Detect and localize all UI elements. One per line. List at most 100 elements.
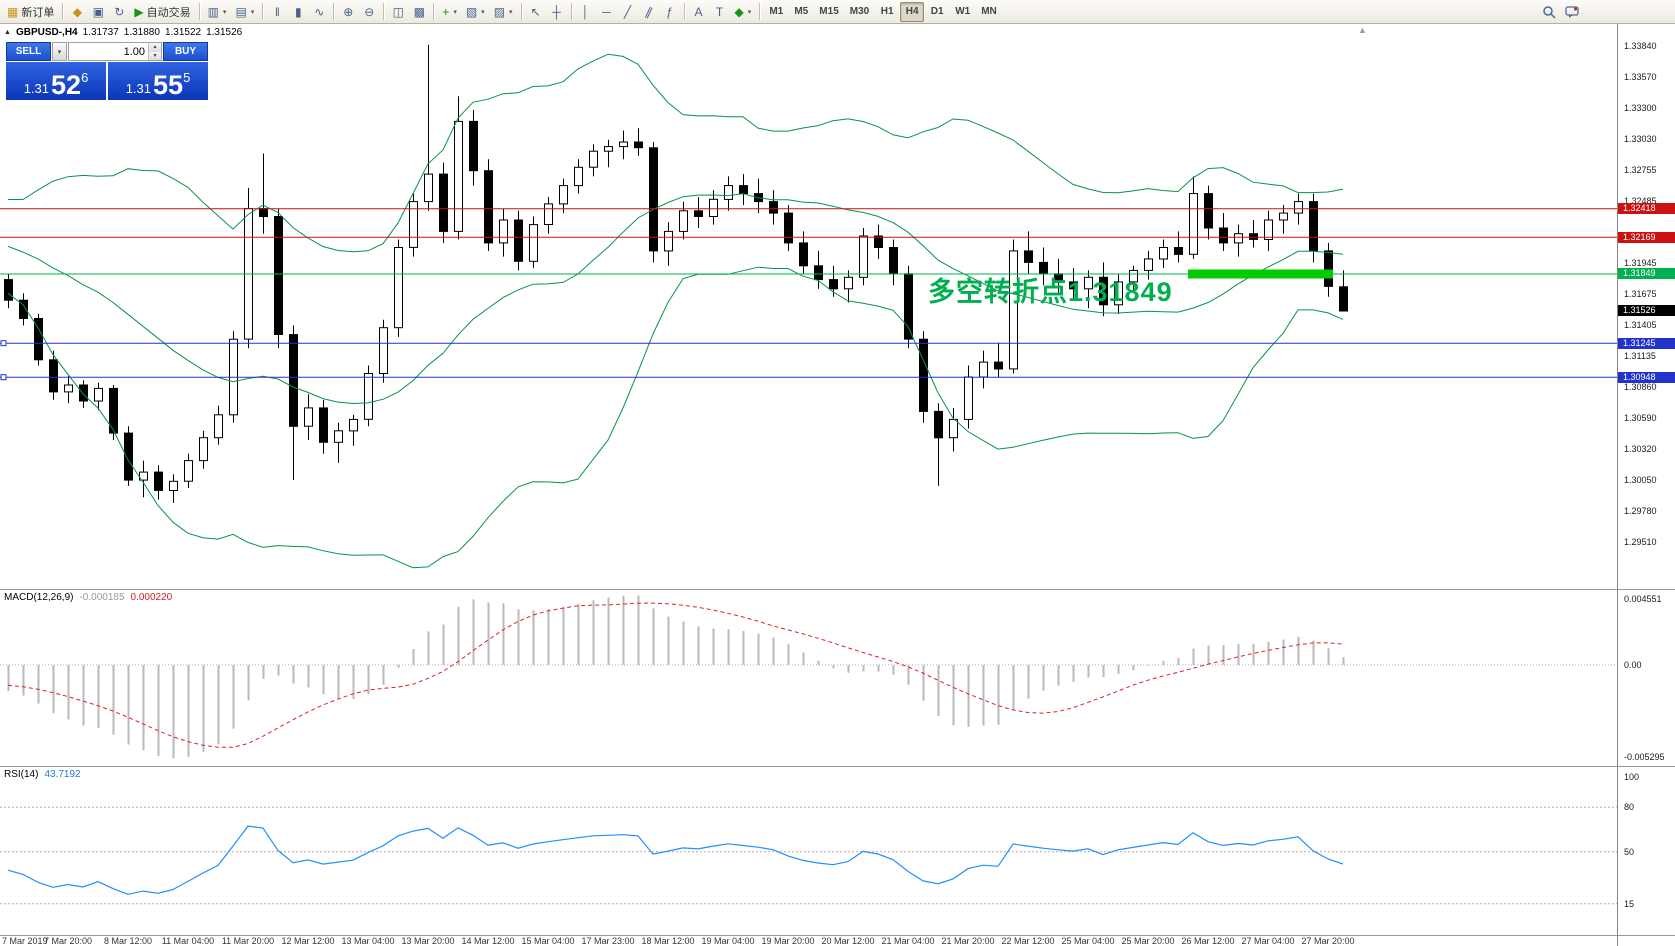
trade-options-dropdown[interactable]: ▾ — [52, 42, 67, 61]
spin-down-icon[interactable]: ▾ — [149, 51, 161, 60]
autotrading-label: 自动交易 — [146, 6, 191, 19]
macd-chart[interactable]: MACD(12,26,9) -0.000185 0.000220 — [0, 590, 1617, 766]
price-tick: 1.33570 — [1624, 71, 1657, 82]
toolbar-separator — [262, 3, 264, 20]
indicators-button[interactable]: + ▾ — [438, 2, 461, 22]
cursor-icon: ↖ — [530, 4, 541, 19]
rsi-scale-tick: 100 — [1624, 772, 1640, 783]
new-chart-button[interactable]: ▥ ▾ — [204, 2, 231, 22]
panel-splitter[interactable] — [0, 766, 1675, 767]
buy-price-base: 1.31 — [125, 81, 152, 96]
search-button[interactable] — [1538, 2, 1560, 22]
chart-shift-marker[interactable]: ▲ — [1358, 25, 1367, 35]
channel-button[interactable]: ∥ — [639, 2, 659, 22]
market-watch-button[interactable]: ◆ — [67, 2, 87, 22]
price-tick: 1.33300 — [1624, 102, 1657, 113]
trendline-button[interactable]: ╱ — [618, 2, 638, 22]
rsi-label: RSI(14) 43.7192 — [4, 769, 81, 780]
timeframe-M30[interactable]: M30 — [845, 2, 874, 22]
horizontal-line-button[interactable]: ─ — [597, 2, 617, 22]
timeframe-H1[interactable]: H1 — [875, 2, 899, 22]
bar-chart-button[interactable]: ‖ — [267, 2, 287, 22]
toolbar-separator — [383, 3, 385, 20]
zoom-out-button[interactable]: ⊖ — [359, 2, 379, 22]
chart-header: ▲ GBPUSD-,H4 1.31737 1.31880 1.31522 1.3… — [4, 27, 242, 38]
vertical-line-icon: │ — [581, 4, 590, 19]
timeframe-W1[interactable]: W1 — [950, 2, 975, 22]
chart-window: ▲ GBPUSD-,H4 1.31737 1.31880 1.31522 1.3… — [0, 24, 1675, 946]
price-tick: 1.31945 — [1624, 257, 1657, 268]
data-window-button[interactable]: ▣ — [88, 2, 108, 22]
cursor-tool-button[interactable]: ↖ — [526, 2, 546, 22]
time-tick: 7 Mar 20:00 — [43, 936, 93, 946]
rsi-panel: RSI(14) 43.7192 100 80 50 15 — [0, 767, 1675, 935]
rsi-scale-tick: 80 — [1624, 802, 1635, 813]
zoom-in-button[interactable]: ⊕ — [338, 2, 358, 22]
indicators-icon: + — [442, 4, 450, 19]
chevron-down-icon: ▾ — [453, 8, 457, 16]
sell-button[interactable]: SELL — [6, 42, 51, 61]
tile-windows-button[interactable]: ◫ — [388, 2, 408, 22]
new-order-icon: ▦ — [7, 4, 19, 19]
timeframe-MN[interactable]: MN — [976, 2, 1002, 22]
price-tick: 1.29780 — [1624, 506, 1657, 517]
community-button[interactable] — [1561, 2, 1583, 22]
macd-label: MACD(12,26,9) -0.000185 0.000220 — [4, 592, 172, 603]
new-order-button[interactable]: ▦ 新订单 — [3, 2, 58, 22]
fibonacci-icon: ƒ — [666, 4, 673, 19]
buy-price-panel[interactable]: 1.31 55 5 — [108, 62, 208, 100]
time-tick: 27 Mar 04:00 — [1241, 936, 1295, 946]
chevron-down-icon: ▾ — [747, 8, 752, 16]
buy-button[interactable]: BUY — [163, 42, 208, 61]
spin-up-icon[interactable]: ▴ — [149, 43, 161, 52]
templates-icon: ▨ — [493, 4, 506, 19]
timeframe-H4[interactable]: H4 — [900, 1, 925, 22]
price-scale[interactable]: 1.33840 1.33570 1.33300 1.33030 1.32755 1.324… — [1617, 24, 1675, 589]
volume-stepper[interactable]: ▴ ▾ — [148, 43, 161, 60]
candlestick-chart-icon: ▮ — [294, 4, 302, 19]
text-tool-button[interactable]: A — [689, 2, 709, 22]
panel-splitter[interactable] — [0, 935, 1675, 936]
sell-price-panel[interactable]: 1.31 52 6 — [6, 62, 106, 100]
toolbar-separator — [62, 3, 64, 20]
navigator-button[interactable]: ↻ — [109, 2, 129, 22]
time-axis[interactable]: 7 Mar 2019 7 Mar 20:00 8 Mar 12:00 11 Mar 0… — [0, 936, 1617, 946]
rsi-chart[interactable]: RSI(14) 43.7192 — [0, 767, 1617, 935]
candlestick-chart-button[interactable]: ▮ — [288, 2, 308, 22]
macd-scale[interactable]: 0.004551 0.00 -0.005295 — [1617, 590, 1675, 766]
time-tick: 12 Mar 12:00 — [281, 936, 335, 946]
timeframe-M5[interactable]: M5 — [789, 2, 813, 22]
rsi-scale[interactable]: 100 80 50 15 — [1617, 767, 1675, 935]
cascade-windows-button[interactable]: ▩ — [409, 2, 429, 22]
macd-scale-min: -0.005295 — [1624, 752, 1665, 762]
buy-price-sup: 5 — [183, 70, 191, 85]
trendline-icon: ╱ — [623, 4, 632, 19]
panel-splitter[interactable] — [0, 589, 1675, 590]
time-tick: 21 Mar 20:00 — [941, 936, 995, 946]
collapse-trade-panel-icon[interactable]: ▲ — [4, 29, 11, 36]
time-tick: 13 Mar 20:00 — [401, 936, 455, 946]
volume-field[interactable]: 1.00 ▴ ▾ — [68, 42, 162, 61]
profiles-icon: ▤ — [235, 4, 247, 19]
macd-panel: MACD(12,26,9) -0.000185 0.000220 0.00455… — [0, 590, 1675, 766]
line-chart-button[interactable]: ∿ — [309, 2, 329, 22]
crosshair-tool-button[interactable]: ┼ — [547, 2, 567, 22]
templates-button[interactable]: ▨ ▾ — [490, 2, 517, 22]
zoom-out-icon: ⊖ — [364, 4, 375, 19]
text-label-button[interactable]: T — [710, 2, 730, 22]
rsi-name: RSI(14) — [4, 769, 39, 780]
price-chart[interactable]: ▲ GBPUSD-,H4 1.31737 1.31880 1.31522 1.3… — [0, 24, 1617, 589]
profiles-button[interactable]: ▤ ▾ — [231, 2, 258, 22]
periods-button[interactable]: ▧ ▾ — [462, 2, 489, 22]
price-tick: 1.30320 — [1624, 444, 1657, 455]
timeframe-D1[interactable]: D1 — [925, 2, 949, 22]
fibonacci-button[interactable]: ƒ — [660, 2, 680, 22]
annotation-text[interactable]: 多空转折点1.31849 — [928, 277, 1173, 307]
shapes-button[interactable]: ◆ ▾ — [731, 2, 756, 22]
timeframe-M15[interactable]: M15 — [814, 2, 843, 22]
timeframe-M1[interactable]: M1 — [764, 2, 788, 22]
timeframe-toolbar: M1 M5 M15 M30 H1 H4 D1 W1 MN — [764, 1, 1002, 22]
macd-value: -0.000185 — [79, 592, 125, 603]
autotrading-button[interactable]: ▶ 自动交易 — [130, 2, 194, 22]
vertical-line-button[interactable]: │ — [576, 2, 596, 22]
